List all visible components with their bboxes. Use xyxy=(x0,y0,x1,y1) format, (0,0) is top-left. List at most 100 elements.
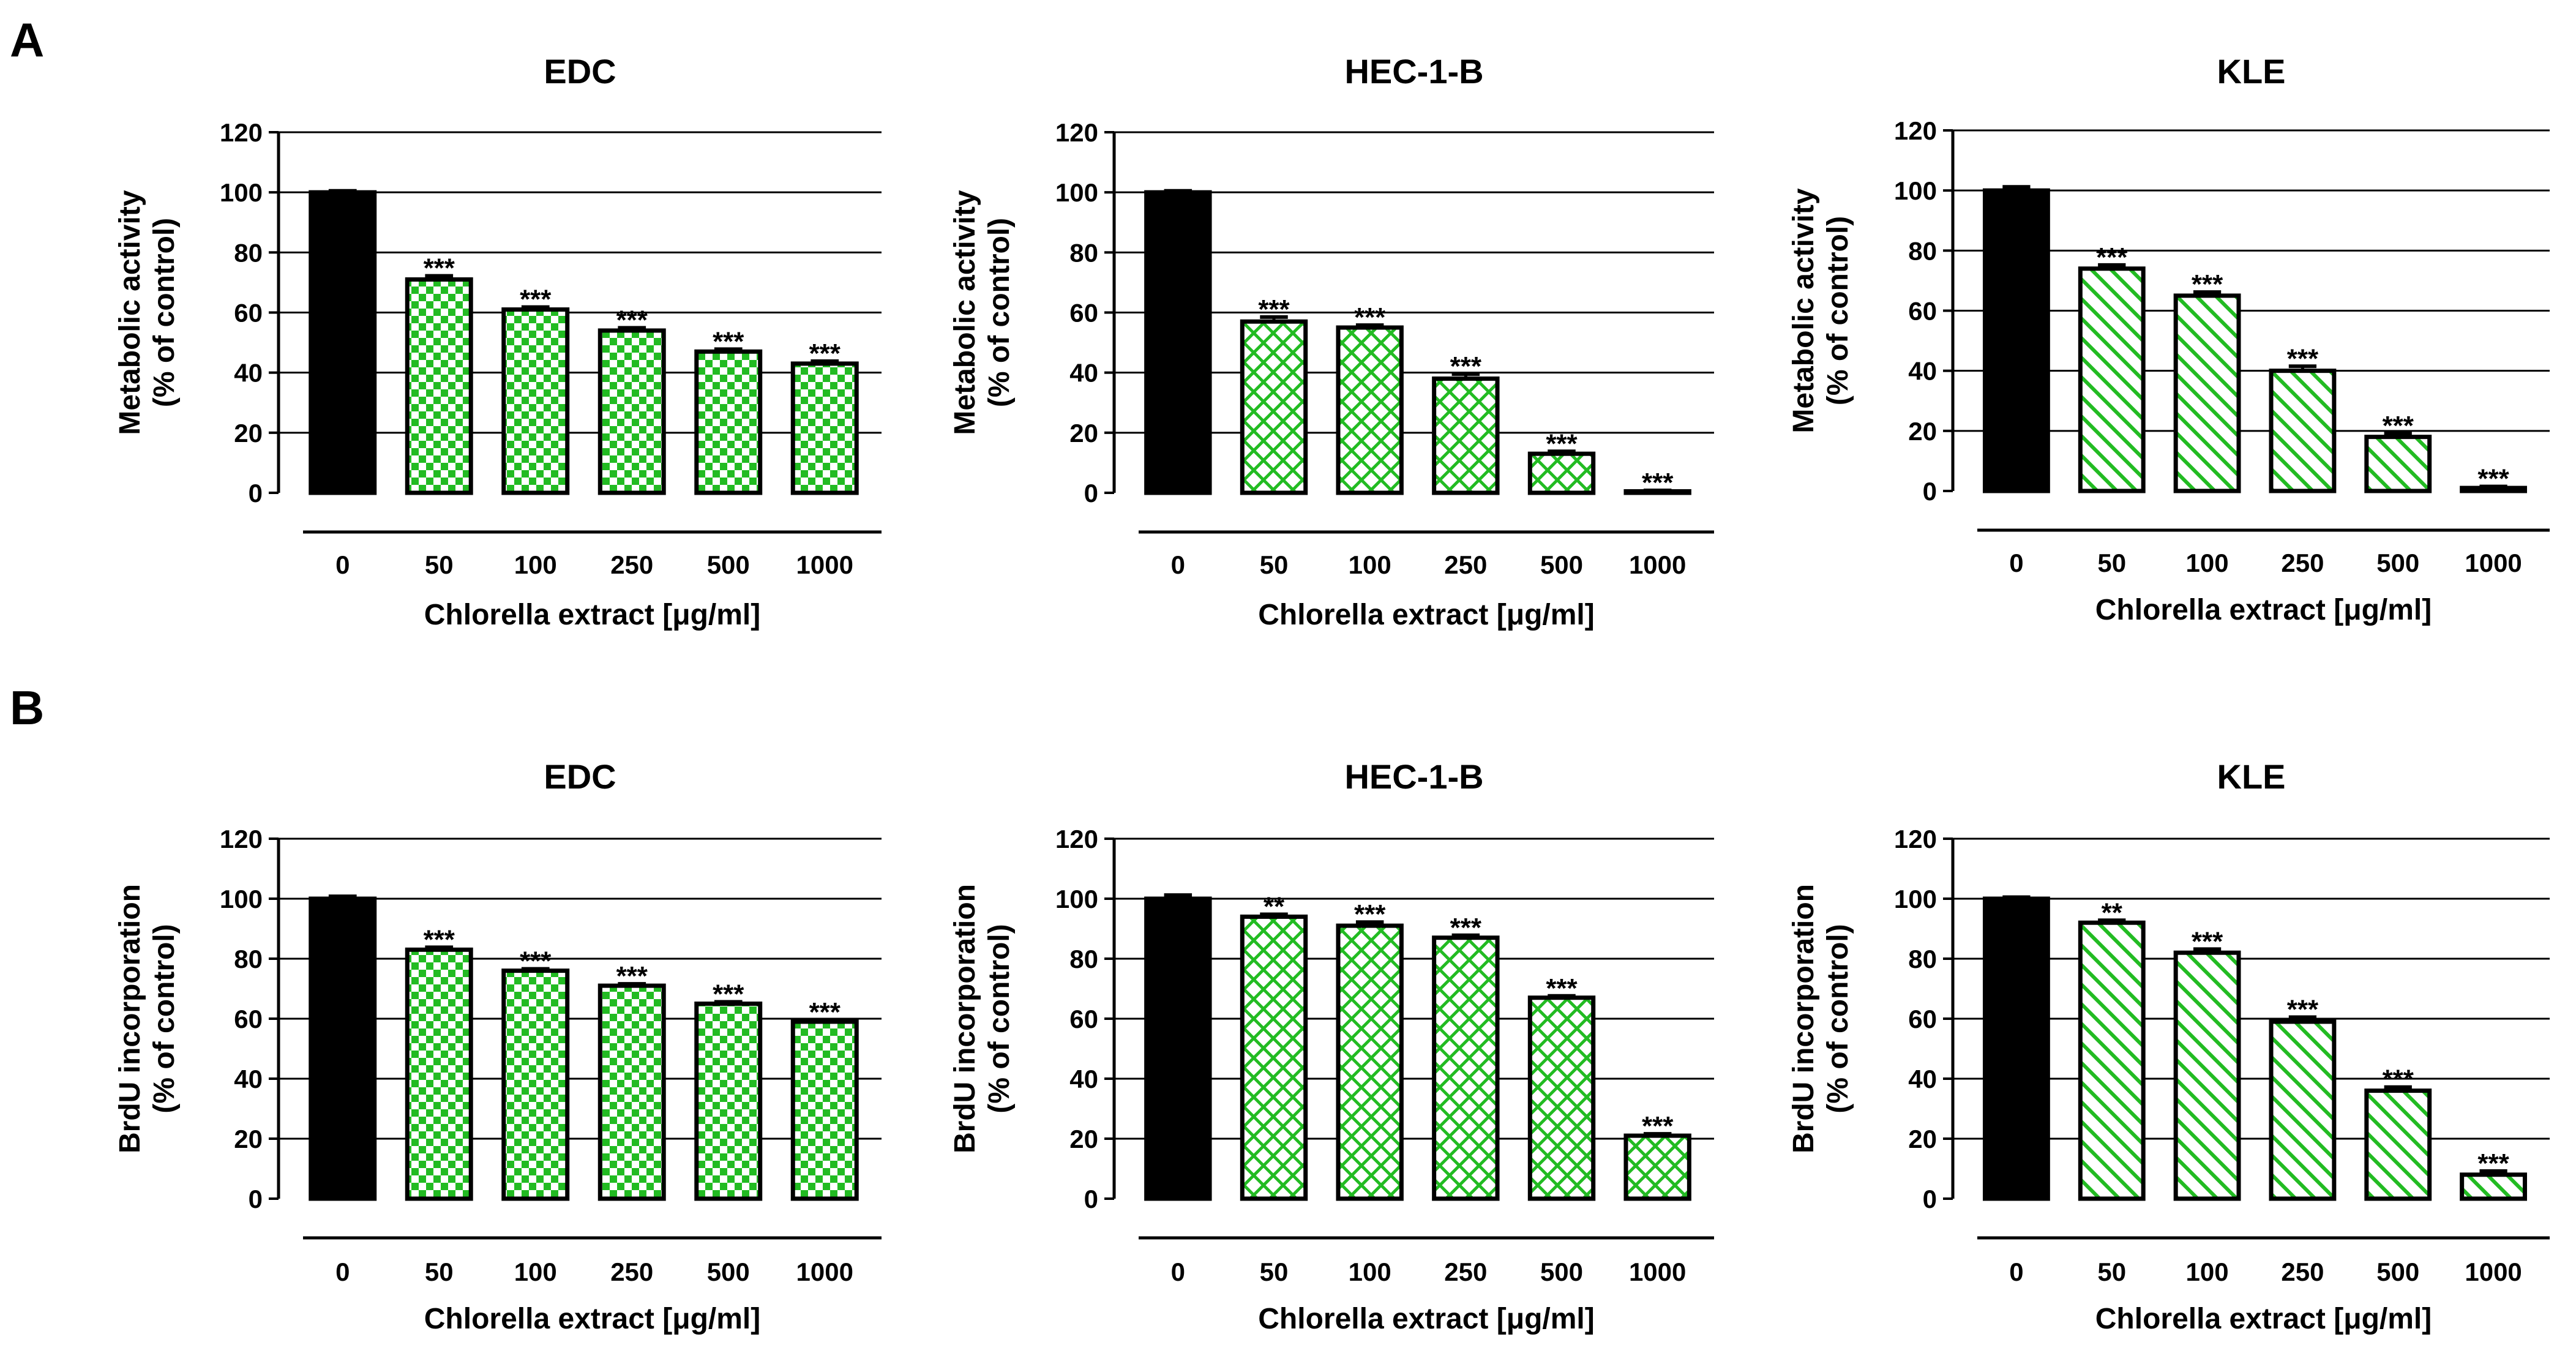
y-tick-label: 80 xyxy=(234,238,263,267)
y-tick-label: 20 xyxy=(1069,1125,1098,1153)
y-tick-label: 80 xyxy=(1069,238,1098,267)
x-tick-label: 50 xyxy=(425,1257,454,1286)
y-tick-label: 120 xyxy=(1055,825,1098,853)
significance-label: *** xyxy=(2192,269,2223,299)
y-tick-label: 80 xyxy=(1908,945,1937,973)
significance-label: *** xyxy=(713,980,744,1010)
panel-label-b: B xyxy=(10,681,44,735)
bar xyxy=(2173,950,2241,1201)
bar xyxy=(597,983,666,1201)
x-tick-label: 100 xyxy=(514,1257,557,1286)
bar xyxy=(2269,369,2337,493)
bar xyxy=(1982,896,2050,1201)
y-axis-label: Metabolic activity xyxy=(949,190,981,435)
chart-title: KLE xyxy=(2217,757,2286,796)
x-tick-label: 100 xyxy=(2186,1257,2229,1286)
significance-label: *** xyxy=(1546,973,1578,1003)
y-tick-label: 40 xyxy=(1069,1065,1098,1093)
y-tick-label: 0 xyxy=(249,479,263,508)
x-tick-label: 250 xyxy=(2281,1257,2324,1286)
y-tick-label: 20 xyxy=(234,1125,263,1153)
y-axis-label: (% of control) xyxy=(983,218,1016,407)
bar xyxy=(694,1002,763,1201)
chart-a-kle: KLE 0 20 40 60 80 100 120 Metabolic activity (% o… xyxy=(1788,52,2550,626)
significance-label: *** xyxy=(424,924,455,954)
x-tick-label: 500 xyxy=(2376,549,2419,577)
chart-b-kle: KLE 0 20 40 60 80 100 120 BrdU incorporation (% o… xyxy=(1788,757,2550,1335)
bar xyxy=(405,947,473,1201)
x-axis-label: Chlorella extract [μg/ml] xyxy=(424,1303,761,1335)
x-tick-label: 1000 xyxy=(1629,550,1686,579)
significance-label: *** xyxy=(1354,899,1386,929)
bar xyxy=(2078,266,2146,493)
significance-label: *** xyxy=(713,326,744,356)
y-tick-label: 120 xyxy=(220,118,263,147)
y-tick-label: 100 xyxy=(220,178,263,207)
chart-title: EDC xyxy=(544,757,616,796)
significance-label: *** xyxy=(2287,343,2319,373)
significance-label: *** xyxy=(2383,411,2414,441)
x-tick-label: 0 xyxy=(2009,549,2023,577)
x-tick-label: 1000 xyxy=(796,1257,853,1286)
y-tick-label: 120 xyxy=(220,825,263,853)
y-tick-label: 20 xyxy=(234,419,263,448)
y-axis-label: (% of control) xyxy=(1822,216,1854,405)
bar xyxy=(790,1019,859,1201)
x-tick-label: 250 xyxy=(610,550,653,579)
chart-a-edc: EDC 0 20 40 60 80 100 120 Metabolic activity (% o… xyxy=(114,52,882,631)
significance-label: *** xyxy=(2383,1065,2414,1095)
chart-b-hec-1-b: HEC-1-B 0 20 40 60 80 100 120 BrdU incorporation… xyxy=(949,757,1714,1335)
y-axis-label: (% of control) xyxy=(983,924,1016,1113)
chart-b-edc: EDC 0 20 40 60 80 100 120 BrdU incorporation (% o… xyxy=(114,757,882,1335)
significance-label: *** xyxy=(2477,464,2509,494)
bar xyxy=(1240,914,1308,1201)
y-tick-label: 80 xyxy=(1908,236,1937,265)
x-axis-label: Chlorella extract [μg/ml] xyxy=(2095,594,2432,626)
bar xyxy=(309,896,377,1201)
y-axis-label: (% of control) xyxy=(1822,924,1854,1113)
bar xyxy=(597,328,666,495)
y-tick-label: 40 xyxy=(1908,357,1937,386)
x-tick-label: 50 xyxy=(2097,549,2126,577)
y-tick-label: 100 xyxy=(1055,885,1098,913)
x-tick-label: 50 xyxy=(1260,550,1289,579)
y-tick-label: 0 xyxy=(1923,1185,1937,1213)
bar xyxy=(1432,376,1500,495)
y-tick-label: 60 xyxy=(1908,297,1937,326)
bar xyxy=(405,277,473,495)
significance-label: *** xyxy=(520,946,552,976)
significance-label: *** xyxy=(2477,1148,2509,1178)
chart-title: HEC-1-B xyxy=(1344,757,1483,796)
y-tick-label: 0 xyxy=(1084,479,1098,508)
chart-title: KLE xyxy=(2217,52,2286,91)
y-tick-label: 60 xyxy=(1069,299,1098,328)
y-tick-label: 100 xyxy=(1894,885,1937,913)
y-tick-label: 40 xyxy=(234,359,263,388)
significance-label: *** xyxy=(2192,926,2223,956)
y-axis-label: BrdU incorporation xyxy=(949,884,981,1153)
y-tick-label: 100 xyxy=(1894,176,1937,205)
x-tick-label: 1000 xyxy=(2465,1257,2522,1286)
y-tick-label: 100 xyxy=(220,885,263,913)
significance-label: *** xyxy=(1546,429,1578,459)
y-tick-label: 60 xyxy=(1069,1005,1098,1033)
bar xyxy=(1144,896,1212,1201)
bar xyxy=(1240,319,1308,495)
y-tick-label: 120 xyxy=(1894,116,1937,145)
x-tick-label: 0 xyxy=(1171,550,1185,579)
y-axis-label: Metabolic activity xyxy=(114,190,146,435)
y-tick-label: 80 xyxy=(234,945,263,973)
y-tick-label: 0 xyxy=(1923,477,1937,506)
panel-label-a: A xyxy=(10,13,44,67)
y-tick-label: 20 xyxy=(1069,419,1098,448)
bar xyxy=(790,361,859,495)
x-tick-label: 50 xyxy=(2097,1257,2126,1286)
x-tick-label: 250 xyxy=(2281,549,2324,577)
bar xyxy=(1432,935,1500,1201)
significance-label: *** xyxy=(616,305,648,335)
x-axis-label: Chlorella extract [μg/ml] xyxy=(1258,1303,1595,1335)
x-tick-label: 250 xyxy=(610,1257,653,1286)
bar xyxy=(2364,1088,2432,1201)
bar xyxy=(1144,190,1212,495)
x-tick-label: 250 xyxy=(1444,1257,1487,1286)
